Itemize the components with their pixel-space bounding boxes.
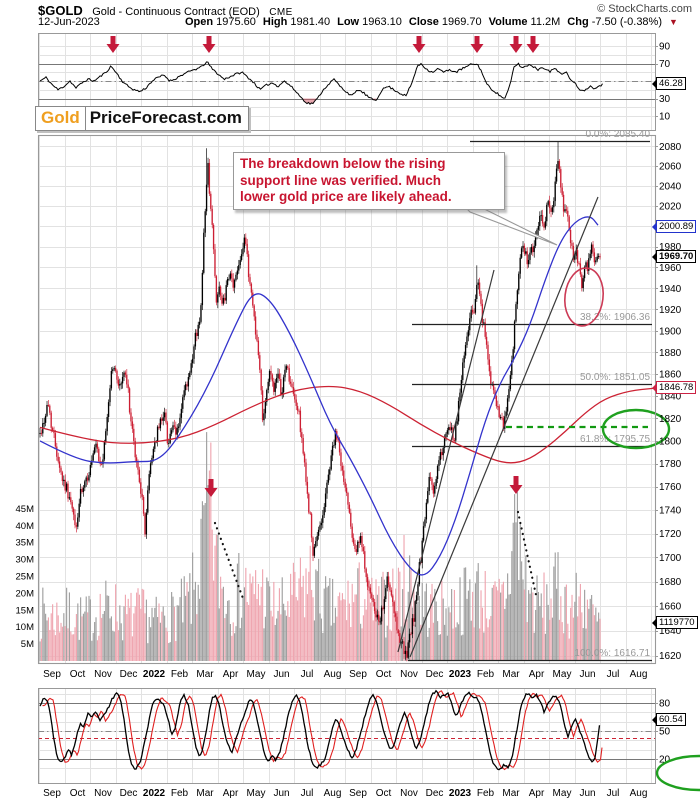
- quote-fields: Open 1975.60 High 1981.40 Low 1963.10 Close 196…: [185, 16, 669, 28]
- quote-line: 12-Jun-2023 Open 1975.60 High 1981.40 Low 1963…: [38, 16, 678, 29]
- chart-header: $GOLD Gold - Continuous Contract (EOD) C…: [38, 2, 692, 18]
- quote-label: Low: [337, 16, 360, 28]
- quote-value: 1975.60: [216, 16, 256, 28]
- logo-gold-text: Gold: [36, 107, 86, 130]
- quote-value: 1969.70: [441, 16, 482, 28]
- quote-value: 1963.10: [362, 16, 402, 28]
- stockcharts-credit: © StockCharts.com: [597, 3, 692, 15]
- rsi-value-box: 46.28: [656, 77, 686, 90]
- annotation-line: lower gold price are likely ahead.: [240, 189, 452, 204]
- quote-value: -7.50 (-0.38%): [591, 16, 662, 28]
- stoch-value-box: 60.54: [656, 713, 686, 726]
- quote-label: Close: [408, 16, 439, 28]
- quote-date: 12-Jun-2023: [38, 16, 100, 28]
- quote-label: Chg: [567, 16, 589, 28]
- quote-label: Volume: [488, 16, 528, 28]
- annotation-line: support line was verified. Much: [240, 172, 442, 188]
- logo-priceforecast-text: PriceForecast.com: [89, 108, 242, 127]
- gold-priceforecast-logo: Gold PriceForecast.com: [35, 106, 249, 131]
- close-value-box: 1969.70: [656, 250, 697, 263]
- ma50-value-box: 2000.89: [656, 220, 697, 233]
- quote-value: 1981.40: [290, 16, 331, 28]
- ma200-value-box: 1846.78: [656, 381, 697, 394]
- annotation-callout: The breakdown below the rising support l…: [233, 152, 505, 210]
- annotation-line: The breakdown below the rising: [240, 156, 446, 171]
- quote-value: 11.2M: [530, 16, 561, 28]
- volume-value-box: 1119770: [656, 616, 698, 629]
- exchange-label: CME: [269, 7, 293, 18]
- ticker-description: Gold - Continuous Contract (EOD): [92, 6, 260, 18]
- quote-label: Open: [185, 16, 214, 28]
- ticker-symbol: $GOLD: [38, 3, 83, 18]
- quote-label: High: [262, 16, 288, 28]
- change-down-triangle: ▼: [669, 17, 678, 27]
